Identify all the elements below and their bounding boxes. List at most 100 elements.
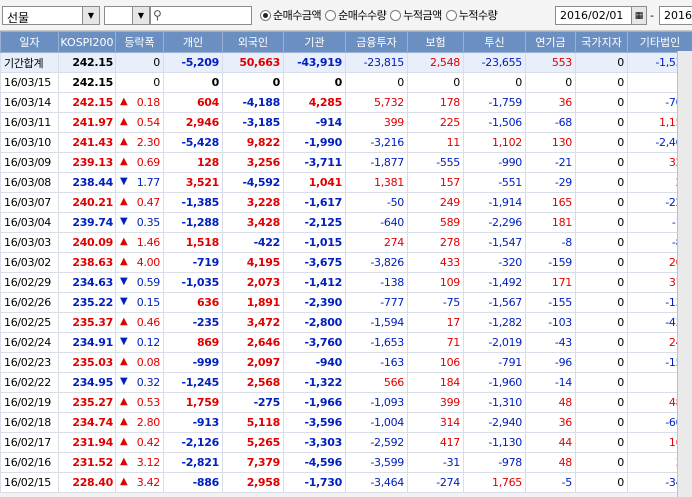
- column-header[interactable]: 금융투자: [345, 31, 408, 53]
- cell-frn: 9,822: [222, 132, 284, 153]
- cell-inst: -3,596: [283, 412, 346, 433]
- table-row[interactable]: 16/02/24 234.91 ▼ 0.12 869 2,646 -3,760 -1,653 7…: [0, 332, 692, 353]
- cell-fin: -23,815: [345, 52, 408, 73]
- column-header[interactable]: 일자: [0, 31, 59, 53]
- search-icon[interactable]: ⚲: [153, 8, 162, 22]
- radio-cum-qty[interactable]: 누적수량: [445, 7, 498, 23]
- table-row[interactable]: 16/03/04 239.74 ▼ 0.35 -1,288 3,428 -2,125 -640…: [0, 212, 692, 233]
- radio-dot[interactable]: [260, 9, 271, 21]
- radio-net-amount[interactable]: 순매수금액: [260, 7, 322, 23]
- cell-kospi200: 241.97: [58, 112, 116, 133]
- cell-ind: 128: [163, 152, 223, 173]
- column-header[interactable]: 보험: [407, 31, 464, 53]
- cell-date: 16/03/09: [0, 152, 59, 173]
- cell-fin: -1,594: [345, 312, 408, 333]
- cell-trust: -551: [463, 172, 526, 193]
- table-row[interactable]: 16/03/02 238.63 ▲ 4.00 -719 4,195 -3,675 -3,826…: [0, 252, 692, 273]
- column-header[interactable]: 기타법인: [627, 31, 692, 53]
- cell-trust: -990: [463, 152, 526, 173]
- cell-gov: 0: [575, 452, 628, 473]
- cell-date: 16/03/15: [0, 72, 59, 93]
- cell-trust: -2,019: [463, 332, 526, 353]
- column-header[interactable]: 연기금: [525, 31, 576, 53]
- cell-change: ▼ 0.32: [115, 372, 164, 393]
- date-to-input[interactable]: 2016/: [659, 6, 692, 25]
- cell-ind: -886: [163, 472, 223, 493]
- cell-inst: -1,015: [283, 232, 346, 253]
- cell-etc: -226: [627, 192, 692, 213]
- cell-ins: 314: [407, 412, 464, 433]
- cell-pen: -159: [525, 252, 576, 273]
- arrow-up-icon: ▲: [120, 156, 128, 167]
- cell-change: ▲ 0.54: [115, 112, 164, 133]
- table-row[interactable]: 16/02/16 231.52 ▲ 3.12 -2,821 7,379 -4,596 -3,5…: [0, 452, 692, 473]
- cell-gov: 0: [575, 72, 628, 93]
- table-row[interactable]: 16/03/03 240.09 ▲ 1.46 1,518 -422 -1,015 274 278…: [0, 232, 692, 253]
- cell-date: 16/02/17: [0, 432, 59, 453]
- cell-frn: 3,256: [222, 152, 284, 173]
- cell-date: 16/02/25: [0, 312, 59, 333]
- table-row[interactable]: 16/03/09 239.13 ▲ 0.69 128 3,256 -3,711 -1,877-…: [0, 152, 692, 173]
- table-row[interactable]: 16/02/18 234.74 ▲ 2.80 -913 5,118 -3,596 -1,004…: [0, 412, 692, 433]
- date-from-input[interactable]: 2016/02/01 ▦: [555, 6, 647, 25]
- column-header[interactable]: KOSPI200: [58, 31, 116, 53]
- table-row[interactable]: 16/02/15 228.40 ▲ 3.42 -886 2,958 -1,730 -3,464…: [0, 472, 692, 493]
- table-row[interactable]: 16/02/26 235.22 ▼ 0.15 636 1,891 -2,390 -777 -75…: [0, 292, 692, 313]
- cell-frn: 50,663: [222, 52, 284, 73]
- chevron-down-icon[interactable]: ▼: [132, 7, 149, 24]
- radio-dot[interactable]: [390, 9, 402, 21]
- cell-inst: -914: [283, 112, 346, 133]
- arrow-up-icon: ▲: [120, 396, 128, 407]
- market-select[interactable]: 선물 ▼: [2, 6, 100, 25]
- table-row[interactable]: 16/02/22 234.95 ▼ 0.32 -1,245 2,568 -1,322 566 1…: [0, 372, 692, 393]
- chevron-down-icon[interactable]: ▼: [82, 7, 99, 24]
- table-row[interactable]: 16/02/25 235.37 ▲ 0.46 -235 3,472 -2,800 -1,594…: [0, 312, 692, 333]
- table-row[interactable]: 16/03/14 242.15 ▲ 0.18 604 -4,188 4,285 5,732 17…: [0, 92, 692, 113]
- table-row[interactable]: 16/02/23 235.03 ▲ 0.08 -999 2,097 -940 -163 106-…: [0, 352, 692, 373]
- cell-kospi200: 241.43: [58, 132, 116, 153]
- cell-gov: 0: [575, 472, 628, 493]
- radio-net-qty[interactable]: 순매수수량: [325, 7, 387, 23]
- vertical-scrollbar[interactable]: [677, 51, 692, 497]
- table-row[interactable]: 16/03/10 241.43 ▲ 2.30 -5,428 9,822 -1,990 -3,2…: [0, 132, 692, 153]
- table-row[interactable]: 16/03/11 241.97 ▲ 0.54 2,946 -3,185 -914 399 225…: [0, 112, 692, 133]
- cell-frn: -4,188: [222, 92, 284, 113]
- cell-frn: 3,472: [222, 312, 284, 333]
- table-row[interactable]: 기간합계 242.15 0 -5,209 50,663 -43,919 -23,815 2,5…: [0, 52, 692, 73]
- cell-change: ▲ 0.18: [115, 92, 164, 113]
- search-input[interactable]: ⚲: [150, 6, 252, 25]
- radio-dot[interactable]: [325, 9, 337, 21]
- cell-inst: -2,800: [283, 312, 346, 333]
- table-row[interactable]: 16/03/08 238.44 ▼ 1.77 3,521 -4,592 1,041 1,381…: [0, 172, 692, 193]
- table-row[interactable]: 16/02/19 235.27 ▲ 0.53 1,759 -275 -1,966 -1,093…: [0, 392, 692, 413]
- toolbar: 선물 ▼ ▼ ⚲ 순매수금액 순매수수량 누적금액 누적수량 2016/02/0…: [0, 0, 692, 31]
- radio-dot[interactable]: [445, 9, 457, 21]
- cell-kospi200: 242.15: [58, 92, 116, 113]
- column-header[interactable]: 외국인: [222, 31, 284, 53]
- calendar-icon[interactable]: ▦: [631, 7, 646, 24]
- header-row: 일자 KOSPI200 등락폭 개인 외국인 기관 금융투자 보험 투신 연기금 국가지자 기타법인: [0, 31, 692, 53]
- column-header[interactable]: 등락폭: [115, 31, 164, 53]
- arrow-down-icon: ▼: [120, 376, 128, 387]
- table-row[interactable]: 16/02/17 231.94 ▲ 0.42 -2,126 5,265 -3,303 -2,5…: [0, 432, 692, 453]
- cell-ind: -1,035: [163, 272, 223, 293]
- code-select[interactable]: ▼: [104, 6, 150, 25]
- arrow-up-icon: ▲: [120, 196, 128, 207]
- cell-kospi200: 242.15: [58, 52, 116, 73]
- radio-cum-amount[interactable]: 누적금액: [390, 7, 442, 23]
- column-header[interactable]: 투신: [463, 31, 526, 53]
- cell-gov: 0: [575, 212, 628, 233]
- cell-pen: -155: [525, 292, 576, 313]
- column-header[interactable]: 기관: [283, 31, 346, 53]
- cell-gov: 0: [575, 132, 628, 153]
- cell-trust: 1,102: [463, 132, 526, 153]
- arrow-up-icon: ▲: [120, 316, 128, 327]
- table-row[interactable]: 16/02/29 234.63 ▼ 0.59 -1,035 2,073 -1,412 -138…: [0, 272, 692, 293]
- cell-date: 16/03/03: [0, 232, 59, 253]
- change-value: 0.18: [136, 96, 161, 109]
- table-row[interactable]: 16/03/07 240.21 ▲ 0.47 -1,385 3,228 -1,617 -50 2…: [0, 192, 692, 213]
- column-header[interactable]: 국가지자: [575, 31, 628, 53]
- column-header[interactable]: 개인: [163, 31, 223, 53]
- cell-fin: -50: [345, 192, 408, 213]
